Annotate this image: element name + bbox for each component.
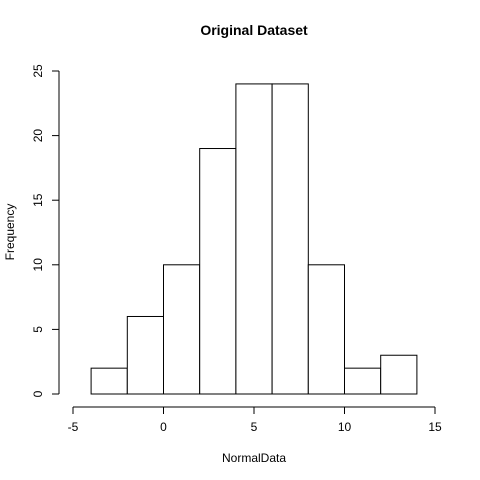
y-axis: 0 5 10 15 20 25 xyxy=(31,64,60,397)
x-tick-label: 10 xyxy=(338,420,352,434)
x-tick-label: 5 xyxy=(251,420,258,434)
histogram-bar-4 xyxy=(235,83,273,395)
x-tick-label: -5 xyxy=(68,420,79,434)
histogram-bar-2 xyxy=(163,264,201,395)
y-tick-label: 25 xyxy=(31,64,45,78)
histogram-bar-8 xyxy=(380,354,418,395)
x-tick-label: 15 xyxy=(428,420,442,434)
histogram-bar-1 xyxy=(126,315,165,395)
y-tick-label: 15 xyxy=(31,193,45,207)
histogram-bar-3 xyxy=(199,148,237,395)
y-tick-label: 0 xyxy=(31,390,45,397)
y-tick-label: 5 xyxy=(31,326,45,333)
histogram-bar-6 xyxy=(307,264,345,395)
y-axis-label: Frequency xyxy=(3,204,17,261)
x-axis-label: NormalData xyxy=(222,451,286,465)
histogram-bar-7 xyxy=(344,367,382,395)
bars-group xyxy=(90,83,418,395)
x-axis: -5 0 5 10 15 xyxy=(68,406,442,434)
histogram-bar-0 xyxy=(90,367,128,395)
y-tick-label: 20 xyxy=(31,129,45,143)
y-tick-label: 10 xyxy=(31,258,45,272)
histogram-bar-5 xyxy=(271,83,309,395)
chart-title: Original Dataset xyxy=(200,22,308,38)
x-tick-label: 0 xyxy=(160,420,167,434)
